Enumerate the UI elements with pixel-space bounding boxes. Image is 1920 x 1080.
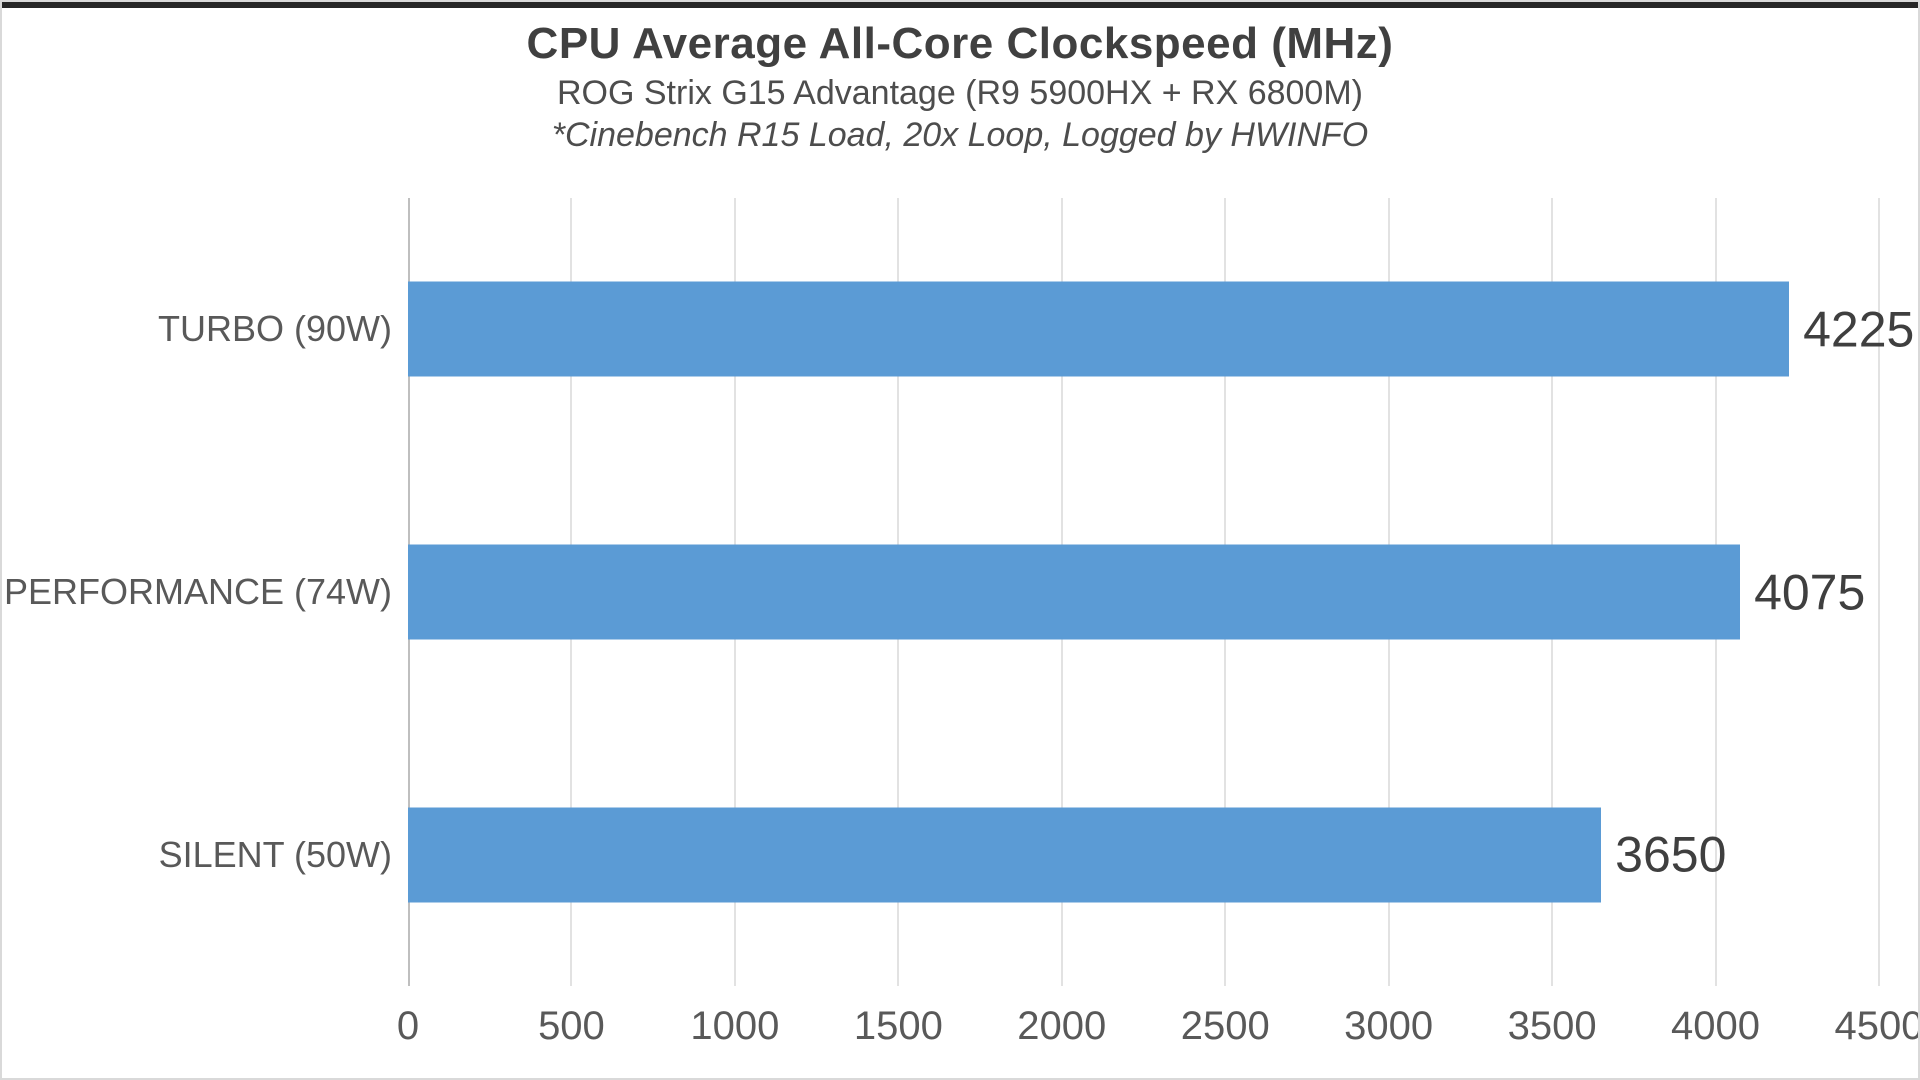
bar-row: 3650 (408, 807, 1879, 903)
plot-area: 4225 4075 3650 (408, 198, 1914, 986)
top-border-strip (2, 2, 1918, 8)
bar-value-label: 3650 (1615, 826, 1727, 883)
x-tick-label: 2000 (1017, 1004, 1107, 1048)
chart-header: CPU Average All-Core Clockspeed (MHz) RO… (2, 16, 1918, 156)
category-axis: TURBO (90W) PERFORMANCE (74W) SILENT (50W) (2, 198, 392, 986)
bar-performance-74w (408, 544, 1741, 640)
bar-row: 4225 (408, 281, 1914, 377)
gridline-4500 (1878, 198, 1880, 986)
x-axis-ticks: 0 500 1000 1500 2000 2500 3000 3500 4000 4500 (397, 1004, 1918, 1056)
chart-title: CPU Average All-Core Clockspeed (MHz) (526, 19, 1394, 68)
x-tick-label: 0 (396, 1004, 420, 1048)
category-label: PERFORMANCE (74W) (3, 571, 392, 612)
category-label: SILENT (50W) (158, 833, 392, 875)
chart-note: *Cinebench R15 Load, 20x Loop, Logged by… (551, 116, 1369, 154)
category-label: TURBO (90W) (158, 308, 392, 350)
x-tick-label: 1000 (690, 1004, 780, 1048)
bar-row: 4075 (408, 544, 1879, 640)
x-tick-label: 3000 (1344, 1004, 1434, 1048)
bar-value-label: 4225 (1803, 301, 1915, 358)
x-tick-label: 4000 (1671, 1004, 1761, 1048)
x-tick-label: 3500 (1507, 1004, 1597, 1048)
x-tick-label: 4500 (1834, 1004, 1920, 1048)
x-tick-label: 2500 (1180, 1004, 1270, 1048)
bar-turbo-90w (408, 281, 1790, 377)
x-tick-label: 500 (538, 1004, 605, 1048)
bar-value-label: 4075 (1754, 564, 1866, 620)
bar-silent-50w (408, 807, 1602, 903)
x-tick-label: 1500 (853, 1004, 943, 1048)
chart-subtitle: ROG Strix G15 Advantage (R9 5900HX + RX … (556, 74, 1363, 112)
